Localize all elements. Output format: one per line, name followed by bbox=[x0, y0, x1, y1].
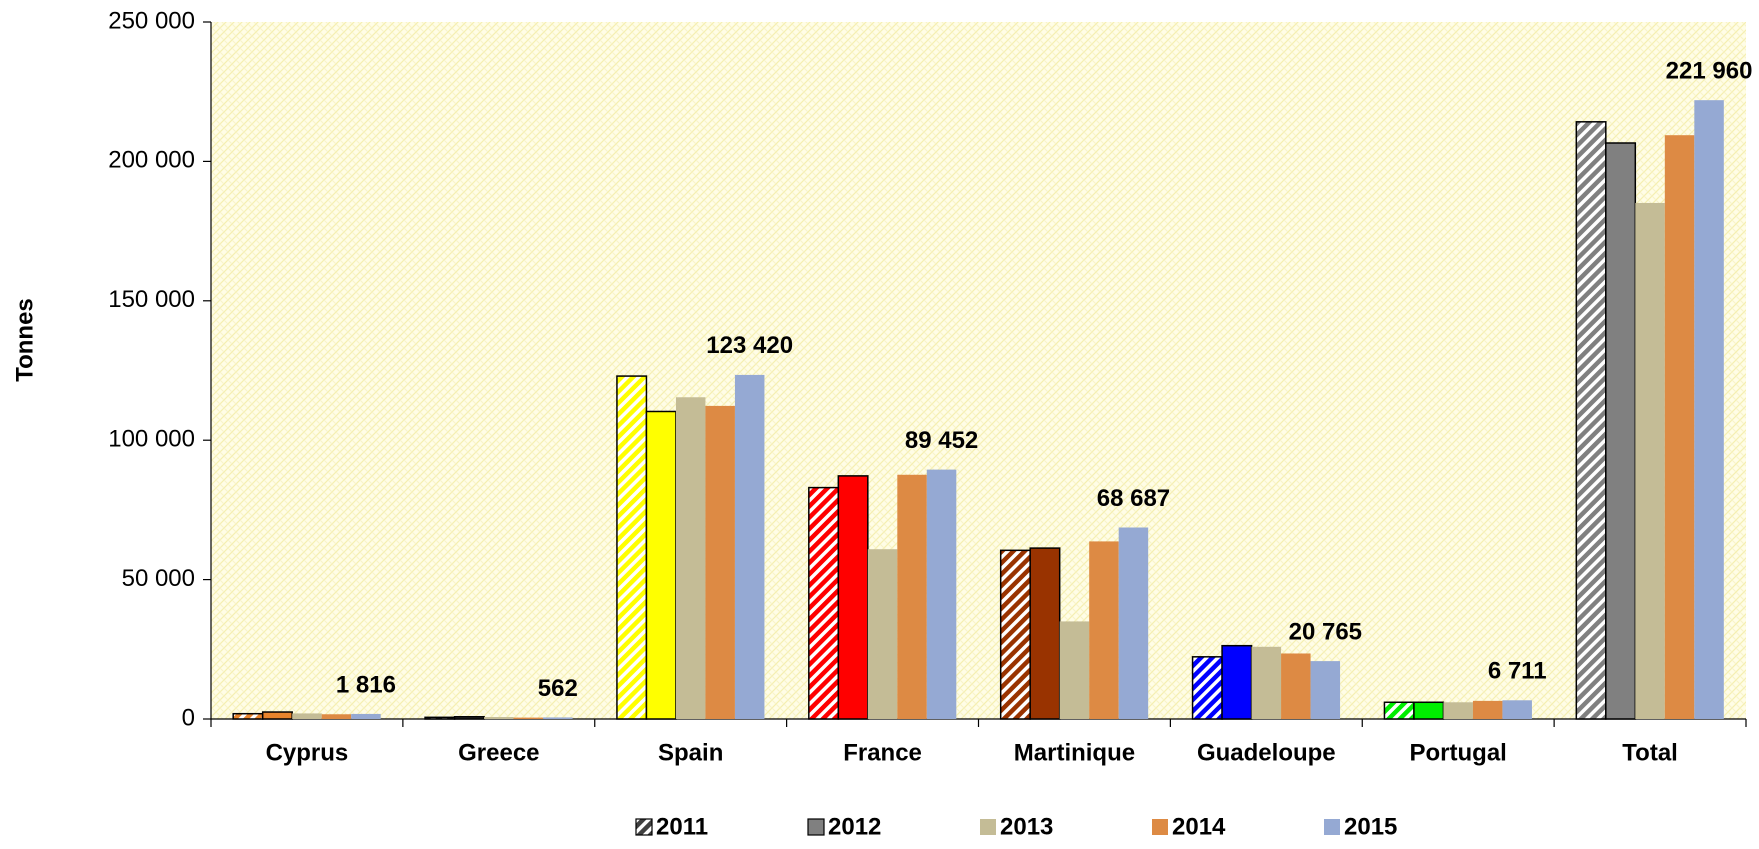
legend-label: 2014 bbox=[1172, 813, 1226, 840]
bar bbox=[1502, 700, 1532, 719]
legend-swatch bbox=[807, 818, 825, 836]
y-tick-label: 50 000 bbox=[122, 565, 195, 592]
bar bbox=[1443, 702, 1473, 719]
bar bbox=[232, 712, 264, 720]
bar bbox=[616, 375, 648, 720]
plot-area bbox=[211, 22, 1746, 719]
legend-label: 2015 bbox=[1344, 813, 1397, 840]
bar bbox=[1635, 202, 1665, 720]
bar bbox=[351, 713, 381, 719]
data-label: 1 816 bbox=[336, 671, 396, 698]
bar bbox=[453, 716, 485, 720]
bar bbox=[1221, 644, 1253, 720]
bar bbox=[321, 714, 352, 719]
y-tick-label: 0 bbox=[182, 704, 195, 731]
legend-swatch bbox=[635, 818, 653, 836]
bar bbox=[1059, 621, 1090, 719]
data-label: 68 687 bbox=[1097, 485, 1170, 512]
data-label: 123 420 bbox=[706, 332, 793, 359]
bar bbox=[424, 716, 456, 720]
x-tick-label: Cyprus bbox=[266, 739, 349, 766]
y-tick-label: 250 000 bbox=[108, 7, 195, 34]
bar bbox=[926, 469, 957, 719]
bar bbox=[484, 717, 514, 719]
data-label: 20 765 bbox=[1289, 618, 1362, 645]
bar bbox=[543, 717, 573, 719]
bar bbox=[513, 717, 544, 719]
x-tick-label: Total bbox=[1622, 739, 1678, 766]
y-axis-label: Tonnes bbox=[11, 298, 38, 382]
bar bbox=[1694, 100, 1724, 719]
legend-swatch bbox=[980, 819, 996, 835]
data-label: 221 960 bbox=[1666, 58, 1753, 85]
bar bbox=[1664, 135, 1695, 719]
bar bbox=[1310, 661, 1341, 719]
bar bbox=[1251, 646, 1282, 719]
bar bbox=[808, 486, 840, 720]
bar bbox=[1383, 701, 1415, 720]
x-tick-label: Greece bbox=[458, 739, 539, 766]
x-tick-label: Spain bbox=[658, 739, 723, 766]
bar bbox=[1029, 547, 1061, 720]
bar bbox=[999, 549, 1031, 720]
x-tick-label: France bbox=[843, 739, 922, 766]
bar bbox=[292, 713, 322, 719]
data-label: 89 452 bbox=[905, 427, 978, 454]
bar bbox=[867, 549, 898, 719]
legend-label: 2012 bbox=[828, 813, 881, 840]
bar bbox=[261, 711, 293, 720]
bar bbox=[1413, 701, 1445, 720]
y-tick-label: 200 000 bbox=[108, 147, 195, 174]
data-label: 6 711 bbox=[1488, 658, 1547, 685]
bar bbox=[675, 397, 706, 719]
bar bbox=[1575, 121, 1607, 720]
bar bbox=[897, 474, 927, 719]
bar bbox=[1191, 656, 1223, 720]
y-tick-label: 150 000 bbox=[108, 286, 195, 313]
bar bbox=[734, 374, 765, 719]
legend-label: 2011 bbox=[656, 813, 708, 840]
bar bbox=[1605, 142, 1637, 720]
x-tick-label: Guadeloupe bbox=[1197, 739, 1336, 766]
bar bbox=[1089, 541, 1119, 719]
legend-swatch bbox=[1324, 819, 1340, 835]
y-tick-label: 100 000 bbox=[108, 426, 195, 453]
bar bbox=[1118, 527, 1149, 719]
x-tick-label: Martinique bbox=[1014, 739, 1135, 766]
bar bbox=[645, 410, 677, 720]
data-label: 562 bbox=[538, 675, 578, 702]
bar bbox=[705, 405, 735, 719]
legend-label: 2013 bbox=[1000, 813, 1053, 840]
bar bbox=[1281, 653, 1311, 719]
x-tick-label: Portugal bbox=[1410, 739, 1507, 766]
bar bbox=[1472, 700, 1503, 719]
bar bbox=[837, 475, 869, 720]
legend-swatch bbox=[1152, 819, 1168, 835]
